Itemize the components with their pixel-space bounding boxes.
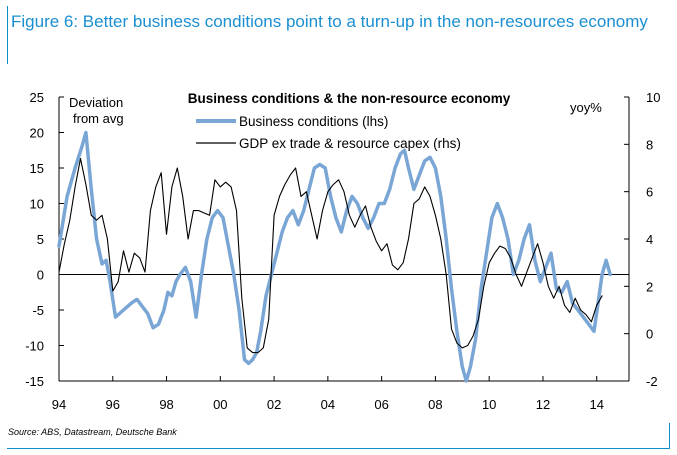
left-tick-label-2: 15 [30, 161, 44, 176]
left-tick-label-5: 0 [37, 268, 44, 283]
figure-title: Figure 6: Better business conditions poi… [11, 12, 648, 31]
left-tick-label-7: -10 [25, 339, 44, 354]
legend-gdp-label: GDP ex trade & resource capex (rhs) [239, 136, 461, 151]
figure-frame-left [7, 6, 8, 64]
right-axis-label: yoy% [570, 100, 602, 115]
right-tick-label-6: -2 [646, 374, 658, 389]
legend: Business conditions (lhs) GDP ex trade &… [196, 114, 461, 151]
legend-business-label: Business conditions (lhs) [239, 114, 388, 129]
x-tick-label-0: 94 [52, 397, 66, 412]
left-tick-label-3: 10 [30, 197, 44, 212]
left-axis-label-line1: Deviation [69, 95, 123, 110]
source-note: Source: ABS, Datastream, Deutsche Bank [8, 427, 177, 437]
right-tick-label-4: 2 [646, 279, 653, 294]
x-tick-label-5: 04 [321, 397, 335, 412]
right-tick-label-3: 4 [646, 232, 653, 247]
right-tick-label-1: 8 [646, 137, 653, 152]
x-tick-label-9: 12 [536, 397, 550, 412]
x-tick-label-2: 98 [159, 397, 173, 412]
figure-frame-right-tick [669, 423, 670, 449]
left-tick-label-0: 25 [30, 90, 44, 105]
right-tick-label-0: 10 [646, 90, 660, 105]
right-tick-label-2: 6 [646, 185, 653, 200]
series-layer [57, 130, 612, 383]
left-tick-label-8: -15 [25, 374, 44, 389]
right-tick-label-5: 0 [646, 327, 653, 342]
left-axis-label-line2: from avg [73, 111, 124, 126]
business-conditions-line [57, 130, 612, 383]
chart-title: Business conditions & the non-resource e… [188, 91, 511, 106]
x-tick-label-7: 08 [428, 397, 442, 412]
left-tick-label-1: 20 [30, 126, 44, 141]
left-tick-label-6: -5 [32, 303, 44, 318]
x-tick-label-8: 10 [482, 397, 496, 412]
figure-frame-bottom [7, 448, 670, 449]
x-tick-label-10: 14 [590, 397, 604, 412]
x-tick-label-1: 96 [106, 397, 120, 412]
x-tick-label-4: 02 [267, 397, 281, 412]
left-tick-label-4: 5 [37, 232, 44, 247]
gdp-ex-trade-line [58, 157, 603, 354]
x-tick-label-3: 00 [213, 397, 227, 412]
x-tick-label-6: 06 [374, 397, 388, 412]
